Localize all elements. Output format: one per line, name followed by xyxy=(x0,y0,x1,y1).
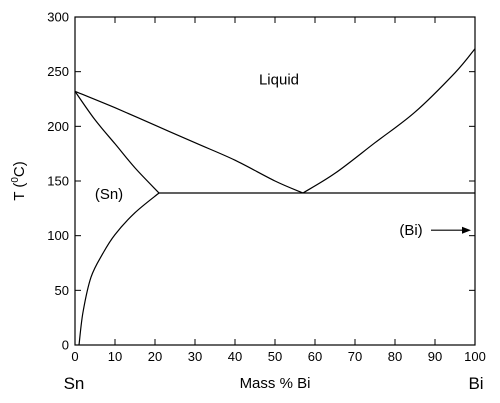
y-tick-label: 50 xyxy=(55,283,69,298)
annotation-label: (Sn) xyxy=(95,186,123,203)
y-axis-label-tail: C) xyxy=(11,161,28,177)
y-axis-label-base: T ( xyxy=(11,183,28,201)
y-tick-label: 100 xyxy=(47,228,69,243)
y-tick-label: 150 xyxy=(47,174,69,189)
x-tick-label: 10 xyxy=(108,349,122,364)
y-tick-label: 200 xyxy=(47,119,69,134)
right-end-label: Bi xyxy=(468,374,483,393)
x-tick-label: 70 xyxy=(348,349,362,364)
x-tick-label: 40 xyxy=(228,349,242,364)
y-tick-label: 0 xyxy=(62,338,69,353)
phase-boundary-line-2 xyxy=(302,48,476,194)
phase-boundary-line-1 xyxy=(74,90,304,194)
x-tick-label: 0 xyxy=(71,349,78,364)
phase-boundaries xyxy=(74,48,476,346)
phase-boundary-line-4 xyxy=(74,90,160,194)
annotation-arrow-head xyxy=(462,226,471,234)
annotation-label: (Bi) xyxy=(399,222,422,239)
x-tick-label: 30 xyxy=(188,349,202,364)
y-axis-label: T (0C) xyxy=(10,161,28,200)
x-tick-label: 90 xyxy=(428,349,442,364)
left-end-label: Sn xyxy=(64,374,85,393)
x-tick-label: 60 xyxy=(308,349,322,364)
axis-ticks: 0 10 20 30 40 50 60 70 80 90 100 0 50 100 150 200 250 300 xyxy=(47,10,486,365)
y-tick-label: 300 xyxy=(47,10,69,25)
phase-boundary-line-5 xyxy=(78,192,160,346)
y-tick-label: 250 xyxy=(47,64,69,79)
x-tick-label: 100 xyxy=(464,349,486,364)
annotations: Liquid (Sn) (Bi) xyxy=(95,71,471,239)
y-axis-label-sup: 0 xyxy=(10,177,21,183)
x-tick-label: 50 xyxy=(268,349,282,364)
x-axis-label: Mass % Bi xyxy=(240,375,311,392)
annotation-label: Liquid xyxy=(259,71,299,88)
x-tick-label: 80 xyxy=(388,349,402,364)
x-tick-label: 20 xyxy=(148,349,162,364)
